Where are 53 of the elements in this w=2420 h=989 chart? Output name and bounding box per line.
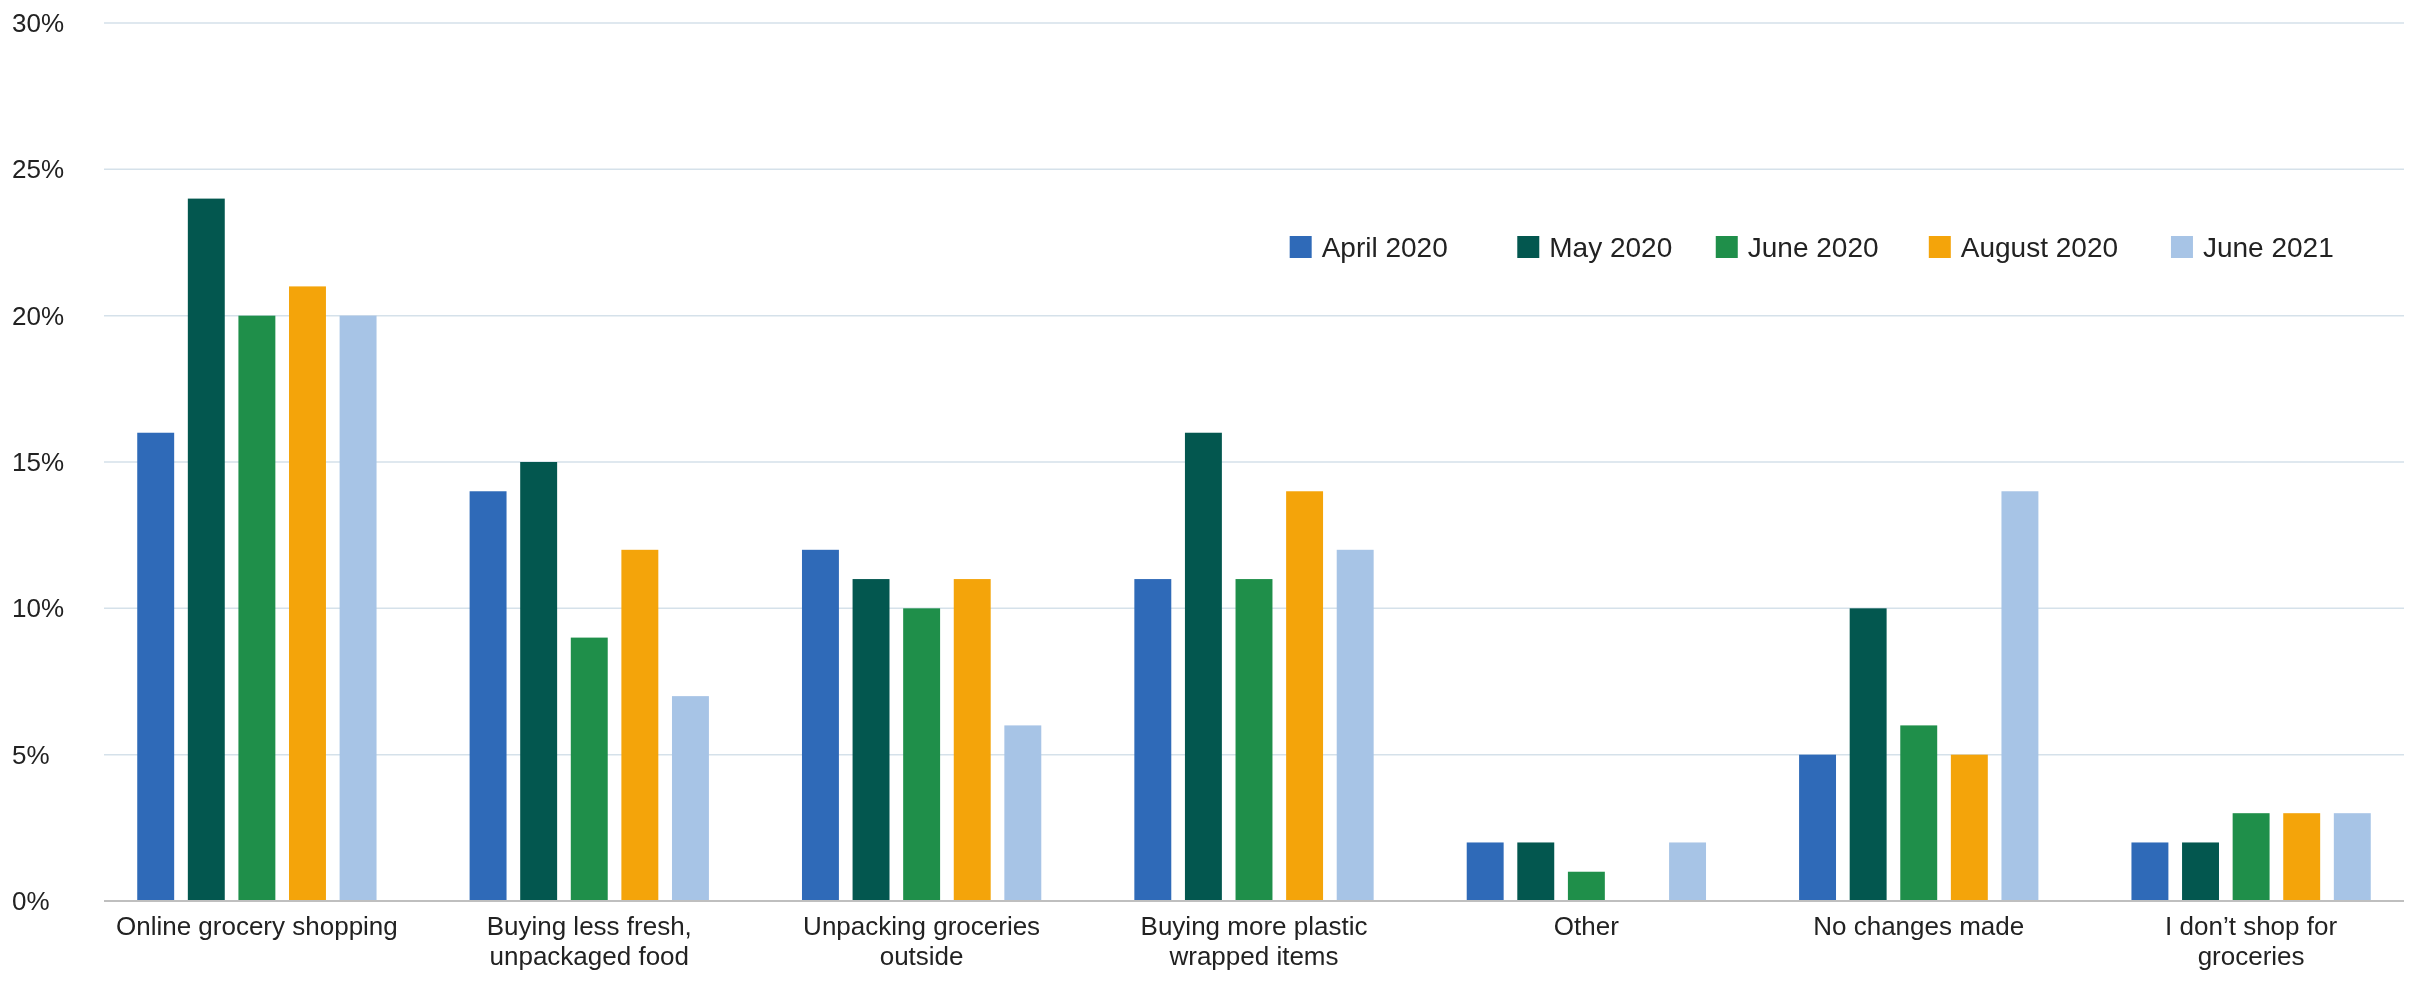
- y-tick-label: 25%: [12, 154, 65, 185]
- y-tick-label: 5%: [12, 739, 50, 770]
- bar: [1235, 579, 1273, 901]
- bar: [1849, 608, 1887, 901]
- legend-label: June 2021: [2202, 231, 2334, 263]
- bar: [1004, 725, 1042, 901]
- bar: [570, 637, 608, 901]
- bar: [137, 432, 175, 901]
- bar: [671, 696, 709, 901]
- bar: [1336, 549, 1374, 901]
- bar: [520, 462, 558, 901]
- bar: [1799, 754, 1837, 901]
- bar: [238, 315, 276, 901]
- bar: [1517, 842, 1555, 901]
- x-tick-label: Buying more plastic wrapped items: [1140, 911, 1368, 971]
- y-tick-label: 15%: [12, 447, 65, 478]
- y-tick-label: 0%: [12, 886, 50, 917]
- bar: [1286, 491, 1324, 901]
- bar: [289, 286, 326, 901]
- bar: [187, 198, 225, 901]
- x-tick-label: Online grocery shopping: [115, 911, 398, 941]
- x-tick-label: Buying less fresh, unpackaged food: [486, 911, 692, 971]
- bar: [1669, 842, 1707, 901]
- y-tick-label: 10%: [12, 593, 65, 624]
- bar: [2001, 491, 2039, 901]
- x-tick-label: I don’t shop for groceries: [2165, 911, 2338, 971]
- bar: [801, 549, 839, 901]
- legend-label: April 2020: [1321, 231, 1448, 263]
- bar: [1184, 432, 1222, 901]
- legend-label: August 2020: [1960, 231, 2119, 263]
- bar: [2131, 842, 2169, 901]
- bar: [1567, 871, 1605, 901]
- bar: [2283, 813, 2321, 901]
- bar: [2232, 813, 2270, 901]
- x-tick-label: No changes made: [1813, 911, 2025, 941]
- bar: [903, 608, 941, 901]
- legend-label: June 2020: [1747, 231, 1879, 263]
- bar: [1134, 579, 1172, 901]
- bar: [1900, 725, 1938, 901]
- bar: [2333, 813, 2371, 901]
- x-tick-label: Other: [1553, 911, 1620, 941]
- y-tick-label: 20%: [12, 300, 65, 331]
- legend-label: May 2020: [1549, 231, 1673, 263]
- bar: [953, 579, 991, 901]
- y-tick-label: 30%: [12, 8, 65, 39]
- bar: [1950, 754, 1988, 901]
- bar: [469, 491, 507, 901]
- bar: [621, 549, 659, 901]
- bar: [852, 579, 890, 901]
- bar: [339, 315, 377, 901]
- bar: [2182, 842, 2219, 901]
- bar: [1466, 842, 1504, 901]
- x-tick-label: Unpacking groceries outside: [803, 911, 1041, 971]
